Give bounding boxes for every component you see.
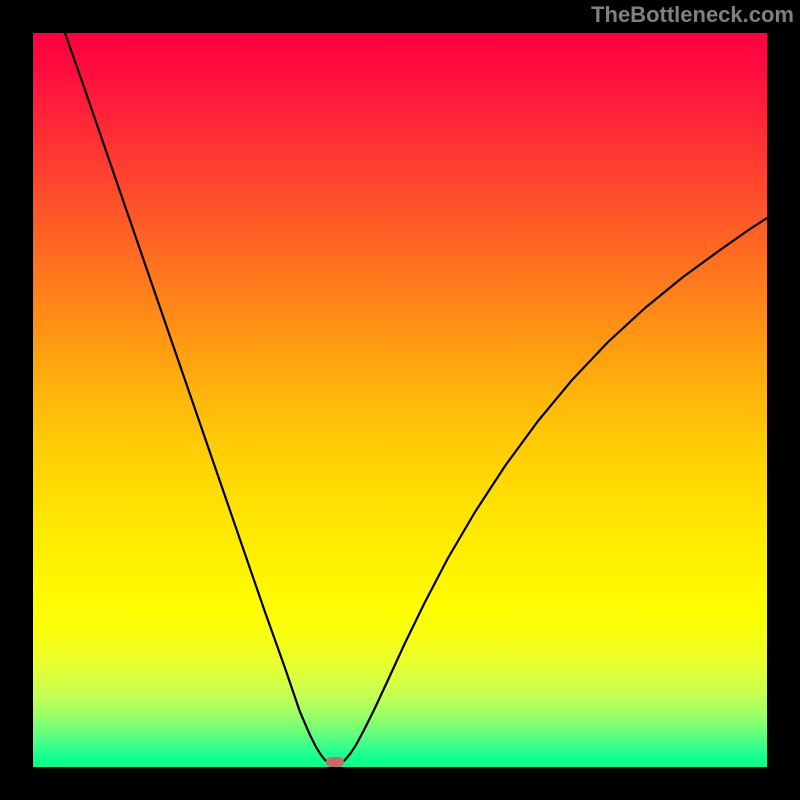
plot-gradient-area bbox=[33, 33, 767, 767]
optimum-marker bbox=[326, 757, 344, 767]
chart-container: TheBottleneck.com bbox=[0, 0, 800, 800]
watermark-text: TheBottleneck.com bbox=[591, 2, 794, 28]
